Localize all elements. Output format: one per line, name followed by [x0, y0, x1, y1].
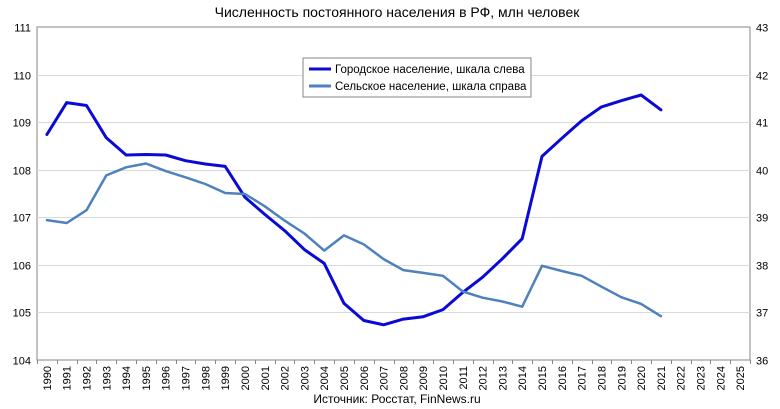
legend-box [302, 57, 532, 98]
x-tick-label: 1997 [181, 366, 193, 390]
x-tick-label: 2022 [676, 366, 688, 390]
y-right-tick-label: 39 [756, 213, 768, 225]
x-tick-label: 1999 [220, 366, 232, 390]
y-right-tick-label: 38 [756, 261, 768, 273]
x-tick-label: 2020 [636, 366, 648, 390]
chart-title: Численность постоянного населения в РФ, … [215, 4, 581, 20]
x-tick-label: 1993 [101, 366, 113, 390]
y-left-tick-label: 111 [14, 23, 31, 35]
series-line-urban [45, 93, 663, 327]
x-tick-label: 2000 [240, 366, 252, 390]
x-tick-label: 2002 [280, 366, 292, 390]
legend-label-rural: Сельское население, шкала справа [335, 81, 527, 93]
x-tick-label: 2017 [577, 366, 589, 390]
x-tick-label: 1998 [200, 366, 212, 390]
y-left-tick-label: 107 [13, 213, 31, 225]
y-left-tick-label: 106 [13, 261, 31, 273]
y-right-tick-label: 42 [756, 71, 768, 83]
chart-source: Источник: Росстат, FinNews.ru [313, 392, 480, 406]
x-tick-label: 2024 [715, 366, 727, 390]
x-tick-label: 2003 [299, 366, 311, 390]
y-right-tick-label: 41 [756, 118, 768, 130]
x-tick-label: 2016 [557, 366, 569, 390]
y-left-tick-label: 108 [13, 166, 31, 178]
y-right-tick-label: 43 [756, 23, 768, 35]
y-right-tick-label: 40 [756, 166, 768, 178]
x-tick-label: 2005 [339, 366, 351, 390]
y-left-tick-label: 104 [13, 356, 31, 368]
x-tick-label: 1990 [42, 366, 54, 390]
x-tick-label: 2025 [735, 366, 747, 390]
x-tick-label: 2006 [359, 366, 371, 390]
x-tick-label: 1992 [82, 366, 94, 390]
series-line-rural [45, 162, 663, 318]
x-tick-label: 2018 [596, 366, 608, 390]
x-tick-label: 1996 [161, 366, 173, 390]
x-tick-label: 2019 [616, 366, 628, 390]
y-right-tick-label: 36 [756, 356, 768, 368]
x-tick-label: 2012 [478, 366, 490, 390]
x-tick-label: 2004 [319, 366, 331, 390]
x-tick-label: 2023 [695, 366, 707, 390]
y-left-tick-label: 110 [13, 71, 31, 83]
x-tick-label: 1994 [121, 366, 133, 390]
x-tick-label: 2013 [497, 366, 509, 390]
y-right-tick-label: 37 [756, 308, 768, 320]
x-tick-label: 2011 [458, 366, 470, 390]
x-tick-label: 2014 [517, 366, 529, 390]
legend-label-urban: Городское население, шкала слева [335, 64, 525, 76]
x-tick-label: 2015 [537, 366, 549, 390]
y-left-tick-label: 109 [13, 118, 31, 130]
x-tick-label: 2008 [398, 366, 410, 390]
x-tick-label: 1991 [62, 366, 74, 390]
x-tick-label: 1995 [141, 366, 153, 390]
x-tick-label: 2009 [418, 366, 430, 390]
x-tick-label: 2007 [379, 366, 391, 390]
y-left-tick-label: 105 [13, 308, 31, 320]
x-tick-label: 2010 [438, 366, 450, 390]
x-tick-label: 2001 [260, 366, 272, 390]
x-tick-label: 2021 [656, 366, 668, 390]
